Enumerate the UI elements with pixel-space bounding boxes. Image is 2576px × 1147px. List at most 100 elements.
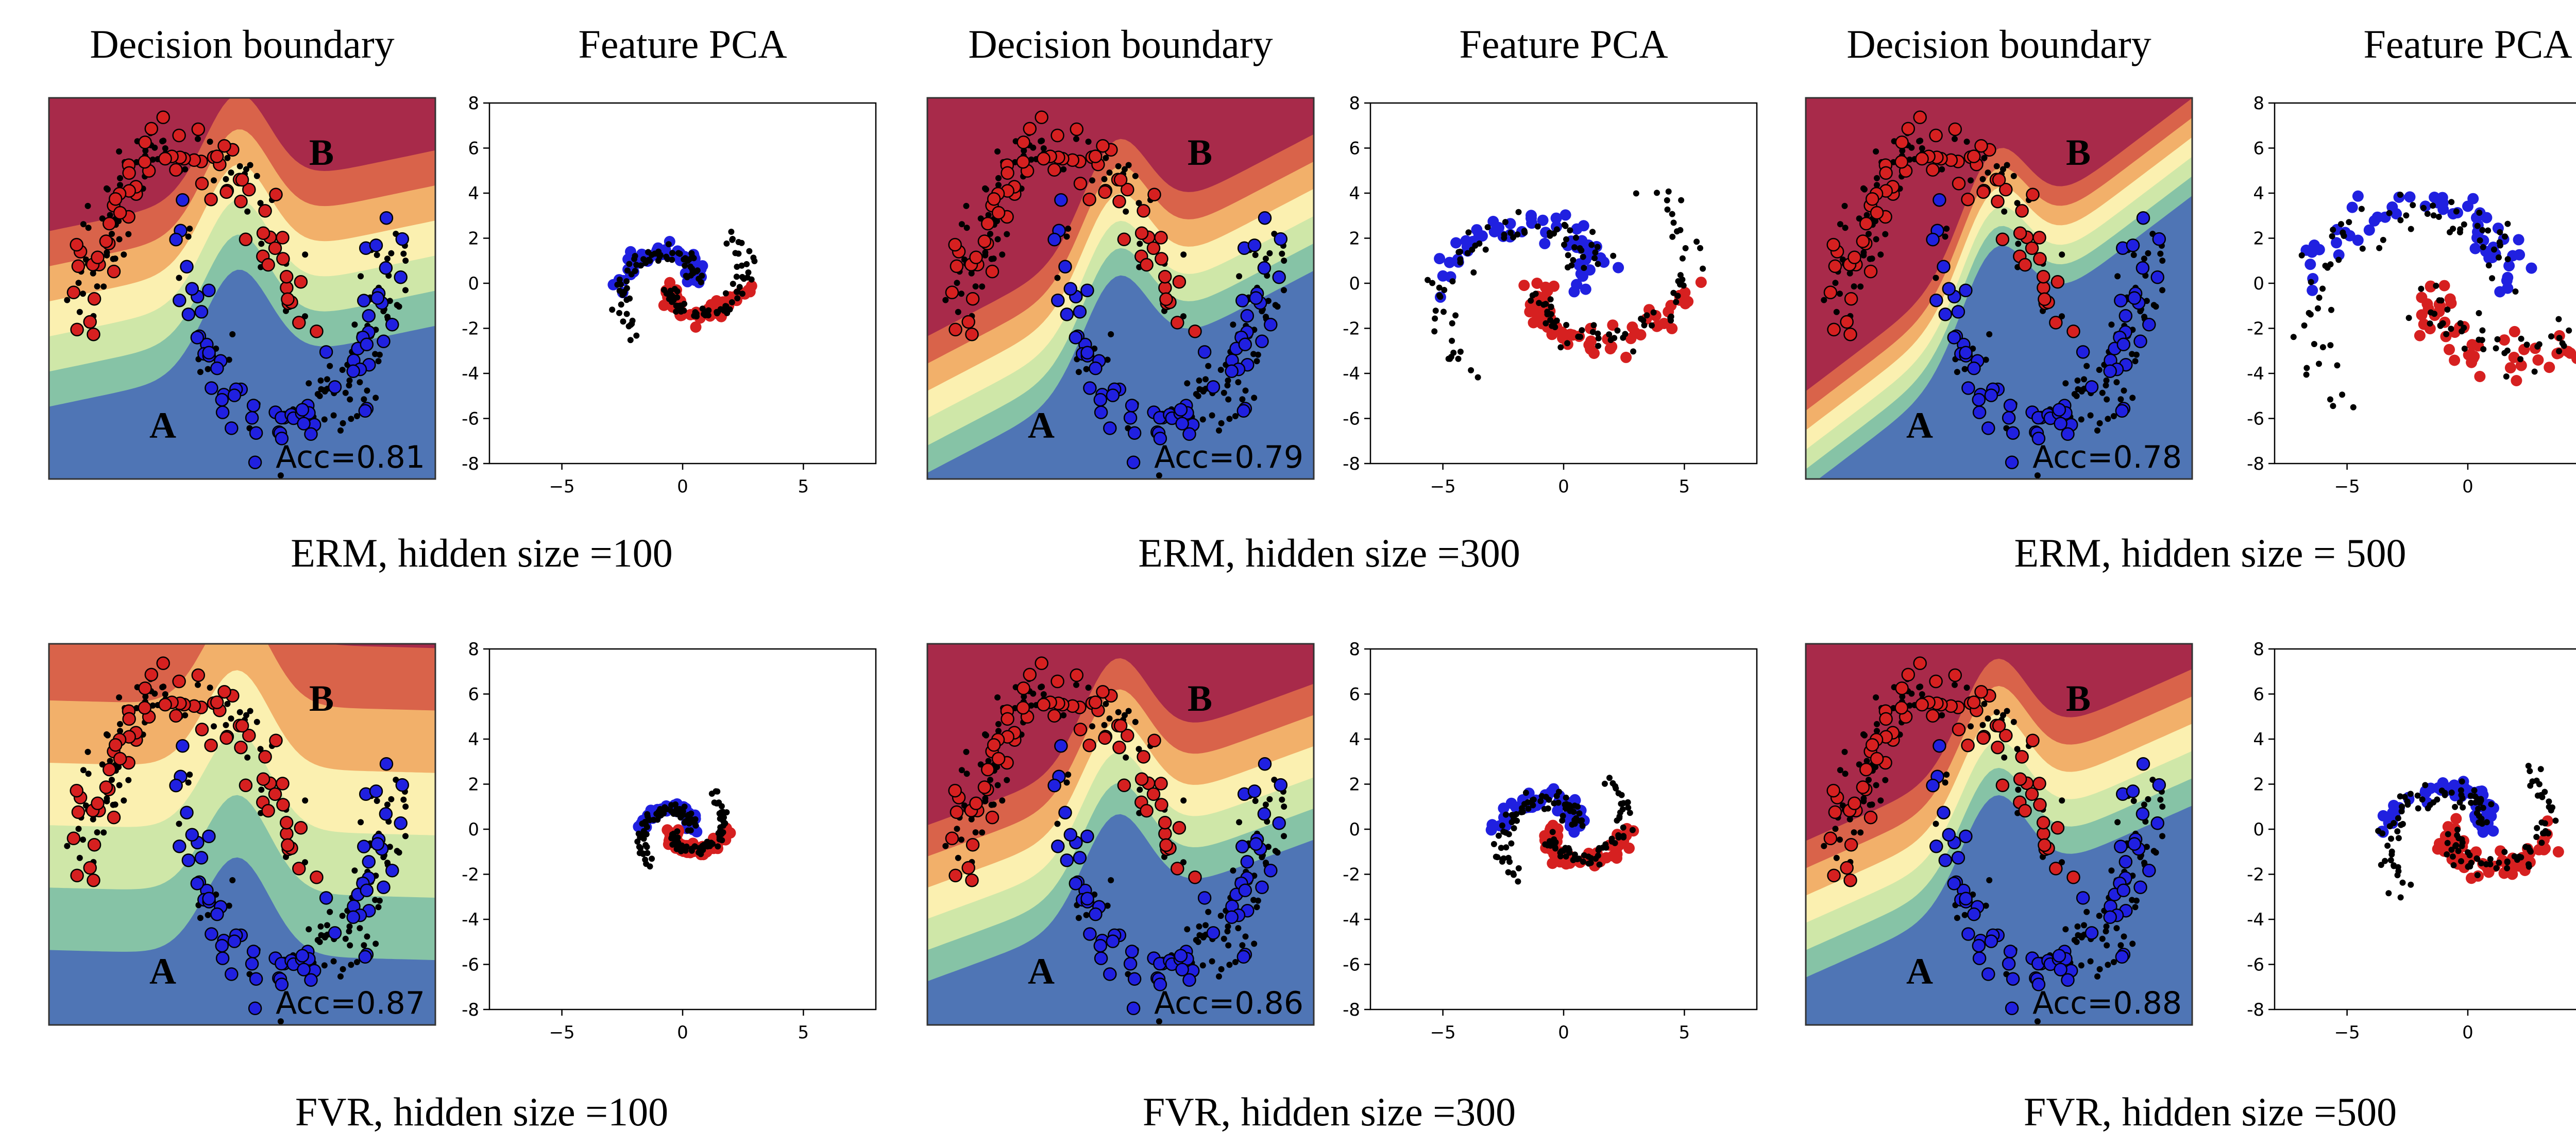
plot-frame xyxy=(2274,102,2576,465)
class-b-point xyxy=(2136,261,2150,275)
unlabeled-point xyxy=(402,833,409,840)
unlabeled-feature-point xyxy=(1595,335,1602,341)
class-a-feature-point xyxy=(1629,327,1641,339)
unlabeled-point xyxy=(1236,273,1243,280)
unlabeled-feature-point xyxy=(1561,242,1567,248)
y-tick-label: 0 xyxy=(2253,819,2264,840)
unlabeled-feature-point xyxy=(2433,282,2439,289)
class-a-point xyxy=(1154,777,1168,791)
class-a-point xyxy=(217,684,231,699)
unlabeled-feature-point xyxy=(1470,269,1477,276)
unlabeled-point xyxy=(1866,231,1872,237)
unlabeled-point xyxy=(1040,145,1047,151)
unlabeled-feature-point xyxy=(1571,244,1578,251)
unlabeled-point xyxy=(1274,849,1281,856)
class-b-point xyxy=(2002,411,2016,425)
unlabeled-point xyxy=(1235,379,1242,386)
class-b-point xyxy=(297,417,311,431)
class-b-point xyxy=(210,907,224,921)
class-b-feature-point xyxy=(1539,237,1551,249)
class-b-feature-point xyxy=(1568,826,1580,838)
class-a-point xyxy=(239,232,253,247)
class-a-feature-point xyxy=(2544,362,2555,373)
unlabeled-point xyxy=(1877,251,1884,258)
unlabeled-point xyxy=(1004,231,1010,237)
x-tick-label: −5 xyxy=(1430,476,1456,497)
class-a-point xyxy=(1895,135,1909,149)
unlabeled-feature-point xyxy=(1468,367,1475,373)
class-a-point xyxy=(1050,128,1064,143)
unlabeled-feature-point xyxy=(2538,840,2545,846)
unlabeled-feature-point xyxy=(1552,844,1558,850)
unlabeled-feature-point xyxy=(2531,368,2538,375)
class-b-point xyxy=(246,399,261,413)
unlabeled-feature-point xyxy=(2548,333,2554,340)
class-a-point xyxy=(210,149,224,163)
unlabeled-feature-point xyxy=(2303,371,2310,378)
unlabeled-feature-point xyxy=(1578,247,1585,254)
unlabeled-point xyxy=(1874,721,1880,727)
class-b-point xyxy=(1083,381,1097,395)
unlabeled-feature-point xyxy=(2496,859,2502,866)
unlabeled-point xyxy=(100,283,107,290)
unlabeled-point xyxy=(2108,867,2115,874)
class-a-point xyxy=(1154,231,1168,245)
unlabeled-point xyxy=(195,135,201,142)
class-b-point xyxy=(394,816,408,830)
class-a-point xyxy=(2036,815,2050,830)
unlabeled-point xyxy=(1841,202,1848,209)
unlabeled-feature-point xyxy=(2394,828,2401,835)
unlabeled-point xyxy=(64,297,71,303)
unlabeled-point xyxy=(1063,233,1070,240)
unlabeled-point xyxy=(2105,962,2111,968)
class-b-point xyxy=(194,851,209,865)
unlabeled-point xyxy=(2096,420,2103,426)
unlabeled-point xyxy=(1982,356,1989,363)
class-a-point xyxy=(71,259,86,273)
y-tick-label: 2 xyxy=(2253,775,2264,795)
unlabeled-feature-point xyxy=(1626,810,1633,816)
unlabeled-feature-point xyxy=(2566,327,2572,334)
class-a-point xyxy=(1913,656,1927,671)
unlabeled-feature-point xyxy=(1515,209,1522,215)
unlabeled-feature-point xyxy=(2555,316,2562,322)
unlabeled-point xyxy=(999,797,1006,804)
unlabeled-feature-point xyxy=(2502,233,2508,240)
unlabeled-point xyxy=(1156,472,1162,479)
unlabeled-feature-point xyxy=(2308,279,2314,285)
unlabeled-point xyxy=(185,779,192,786)
class-a-point xyxy=(1948,668,1962,682)
unlabeled-point xyxy=(1961,366,1968,372)
class-a-feature-point xyxy=(1682,296,1694,307)
unlabeled-point xyxy=(999,251,1006,258)
unlabeled-feature-point xyxy=(1549,829,1556,835)
unlabeled-point xyxy=(243,712,249,718)
unlabeled-point xyxy=(2129,940,2136,947)
class-a-point xyxy=(292,316,306,330)
unlabeled-point xyxy=(2087,412,2094,419)
class-b-point xyxy=(1058,806,1072,819)
y-tick-label: -6 xyxy=(462,409,479,430)
unlabeled-point xyxy=(2099,389,2106,396)
unlabeled-feature-point xyxy=(1503,844,1510,851)
class-b-point xyxy=(1984,934,1998,948)
class-b-point xyxy=(1125,399,1139,413)
unlabeled-feature-point xyxy=(1553,317,1560,324)
unlabeled-point xyxy=(1253,358,1260,365)
unlabeled-point xyxy=(375,358,382,365)
class-b-point xyxy=(1225,910,1239,925)
class-b-point xyxy=(227,934,242,948)
unlabeled-point xyxy=(347,942,353,949)
class-b-point xyxy=(395,778,410,792)
unlabeled-point xyxy=(402,803,409,810)
unlabeled-feature-point xyxy=(2397,793,2403,800)
unlabeled-point xyxy=(104,798,110,804)
unlabeled-feature-point xyxy=(1547,317,1554,323)
class-b-point xyxy=(304,973,318,987)
panel-caption: ERM, hidden size =100 xyxy=(291,530,673,575)
class-a-point xyxy=(138,135,152,149)
y-tick-label: -8 xyxy=(2247,1000,2264,1020)
unlabeled-feature-point xyxy=(1629,827,1636,833)
unlabeled-point xyxy=(337,973,344,980)
